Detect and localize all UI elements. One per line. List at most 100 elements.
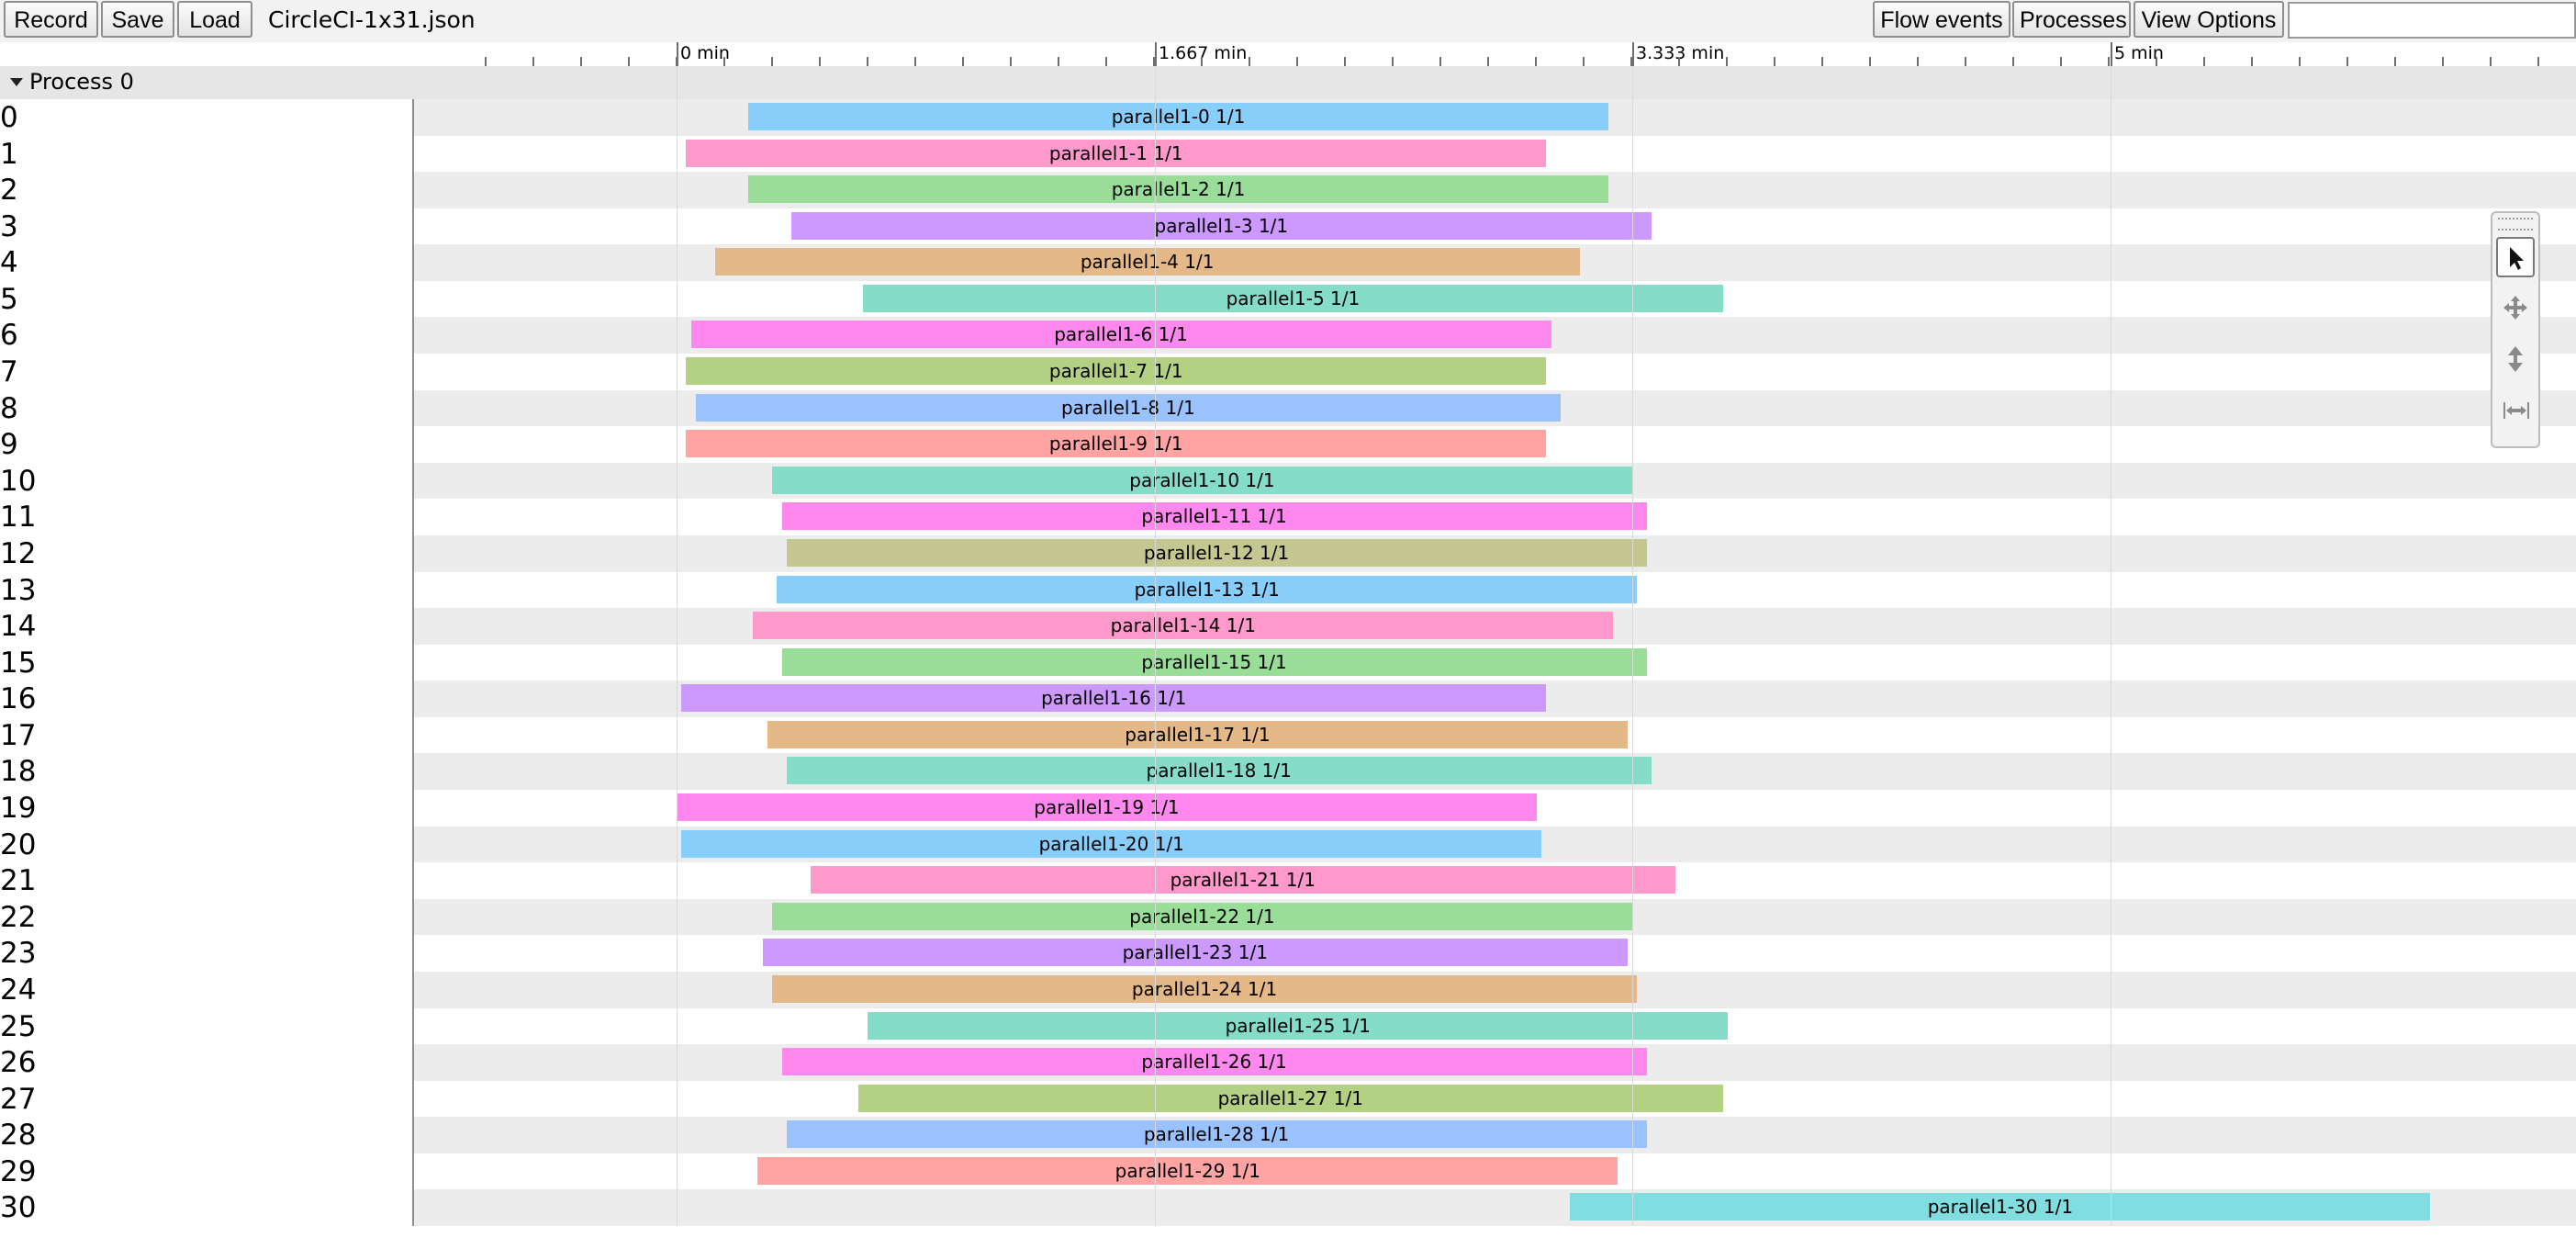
ruler-minor-tick <box>2346 57 2348 66</box>
track-label: 15 <box>0 646 37 680</box>
trace-slice[interactable]: parallel1-24 1/1 <box>771 974 1638 1003</box>
track-label: 4 <box>0 246 18 280</box>
track-label: 18 <box>0 755 37 789</box>
pointer-arrow-icon <box>2510 247 2524 270</box>
trace-slice[interactable]: parallel1-8 1/1 <box>695 393 1561 422</box>
ruler-minor-tick <box>1487 57 1489 66</box>
track-label: 0 <box>0 101 18 134</box>
trace-slice[interactable]: parallel1-30 1/1 <box>1570 1193 2431 1221</box>
trace-slice[interactable]: parallel1-29 1/1 <box>757 1156 1618 1185</box>
zoom-mode-button[interactable] <box>2496 340 2535 380</box>
track-label: 19 <box>0 792 37 826</box>
ruler-minor-tick <box>1105 57 1107 66</box>
ruler-minor-tick <box>771 57 773 66</box>
record-button[interactable]: Record <box>4 1 98 38</box>
trace-slice[interactable]: parallel1-26 1/1 <box>781 1048 1647 1076</box>
trace-slice[interactable]: parallel1-11 1/1 <box>781 502 1647 531</box>
track-label: 16 <box>0 682 37 716</box>
trace-slice[interactable]: parallel1-10 1/1 <box>771 466 1632 494</box>
toolbar: Record Save Load CircleCI-1x31.json Flow… <box>0 0 2576 42</box>
trace-slice[interactable]: parallel1-2 1/1 <box>748 175 1608 204</box>
trace-slice[interactable]: parallel1-16 1/1 <box>681 684 1547 713</box>
ruler-label-1: 1.667 min <box>1159 43 1248 63</box>
ruler-minor-tick <box>2108 57 2110 66</box>
trace-slice[interactable]: parallel1-13 1/1 <box>777 575 1638 603</box>
track-label: 2 <box>0 174 18 208</box>
trace-slice[interactable]: parallel1-17 1/1 <box>767 720 1628 748</box>
ruler-minor-tick <box>1869 57 1871 66</box>
track-label: 1 <box>0 137 18 171</box>
time-ruler[interactable]: 0 min 1.667 min 3.333 min 5 min <box>414 42 2576 68</box>
ruler-minor-tick <box>1249 57 1250 66</box>
track-label: 24 <box>0 973 37 1007</box>
trace-slice[interactable]: parallel1-19 1/1 <box>677 793 1537 822</box>
horizontal-range-icon <box>2503 402 2529 419</box>
trace-slice[interactable]: parallel1-1 1/1 <box>686 139 1547 167</box>
track-label: 25 <box>0 1009 37 1043</box>
track-label: 14 <box>0 610 37 644</box>
trace-slice[interactable]: parallel1-0 1/1 <box>748 103 1608 130</box>
drag-grip-icon[interactable] <box>2498 218 2533 231</box>
track-label: 30 <box>0 1191 37 1225</box>
trace-slice[interactable]: parallel1-14 1/1 <box>753 612 1614 640</box>
selection-mode-button[interactable] <box>2496 237 2535 277</box>
trace-slice[interactable]: parallel1-15 1/1 <box>781 647 1647 676</box>
ruler-minor-tick <box>1678 57 1680 66</box>
ruler-minor-tick <box>914 57 916 66</box>
trace-slice[interactable]: parallel1-25 1/1 <box>868 1011 1729 1040</box>
pan-mode-button[interactable] <box>2496 288 2535 329</box>
track-label: 26 <box>0 1046 37 1080</box>
trace-slice[interactable]: parallel1-9 1/1 <box>686 430 1547 458</box>
search-input[interactable] <box>2288 2 2576 39</box>
ruler-minor-tick <box>723 57 725 66</box>
ruler-minor-tick <box>1917 57 1919 66</box>
ruler-minor-tick <box>1392 57 1394 66</box>
timing-mode-button[interactable] <box>2496 391 2535 432</box>
ruler-minor-tick <box>2394 57 2396 66</box>
ruler-minor-tick <box>1010 57 1012 66</box>
collapse-triangle-icon[interactable] <box>10 78 23 86</box>
trace-slice[interactable]: parallel1-22 1/1 <box>771 902 1632 930</box>
ruler-minor-tick <box>819 57 821 66</box>
save-button[interactable]: Save <box>101 1 174 38</box>
processes-button[interactable]: Processes <box>2012 1 2131 38</box>
trace-slice[interactable]: parallel1-6 1/1 <box>690 321 1551 349</box>
track-label: 23 <box>0 937 37 971</box>
load-button[interactable]: Load <box>177 1 252 38</box>
track-label: 17 <box>0 718 37 752</box>
ruler-major-tick <box>1632 42 1634 66</box>
trace-slice[interactable]: parallel1-12 1/1 <box>786 538 1647 567</box>
trace-slice[interactable]: parallel1-3 1/1 <box>790 211 1652 240</box>
ruler-label-0: 0 min <box>680 43 730 63</box>
trace-slice[interactable]: parallel1-28 1/1 <box>786 1120 1647 1149</box>
trace-filename: CircleCI-1x31.json <box>268 6 476 33</box>
ruler-minor-tick <box>1726 57 1728 66</box>
process-header[interactable]: Process 0 <box>0 66 2576 101</box>
trace-slice[interactable]: parallel1-7 1/1 <box>686 357 1547 386</box>
track-label: 22 <box>0 900 37 934</box>
trace-slice[interactable]: parallel1-20 1/1 <box>681 829 1542 858</box>
mouse-mode-selector[interactable] <box>2491 211 2540 448</box>
ruler-minor-tick <box>2012 57 2014 66</box>
view-options-button[interactable]: View Options <box>2134 1 2284 38</box>
ruler-minor-tick <box>867 57 868 66</box>
trace-slice[interactable]: parallel1-4 1/1 <box>714 248 1580 276</box>
ruler-minor-tick <box>1535 57 1537 66</box>
trace-slice[interactable]: parallel1-27 1/1 <box>857 1084 1723 1112</box>
ruler-label-3: 5 min <box>2114 43 2164 63</box>
track-label: 3 <box>0 209 18 243</box>
flow-events-button[interactable]: Flow events <box>1873 1 2010 38</box>
trace-slice[interactable]: parallel1-21 1/1 <box>810 866 1675 894</box>
ruler-minor-tick <box>2537 57 2539 66</box>
ruler-minor-tick <box>2442 57 2444 66</box>
trace-slice[interactable]: parallel1-18 1/1 <box>786 757 1652 785</box>
ruler-minor-tick <box>2490 57 2492 66</box>
track-label-column: 0 1 2 3 4 5 6 7 8 9 10 11 12 13 14 15 16 17 18 19 20 21 22 23 24… <box>0 99 414 1226</box>
track-label: 21 <box>0 864 37 898</box>
ruler-major-tick <box>677 42 678 66</box>
trace-slice[interactable]: parallel1-5 1/1 <box>862 284 1723 312</box>
track-label: 27 <box>0 1082 37 1116</box>
track-label: 29 <box>0 1154 37 1188</box>
time-gridline <box>1631 66 1633 1226</box>
trace-slice[interactable]: parallel1-23 1/1 <box>762 939 1628 967</box>
